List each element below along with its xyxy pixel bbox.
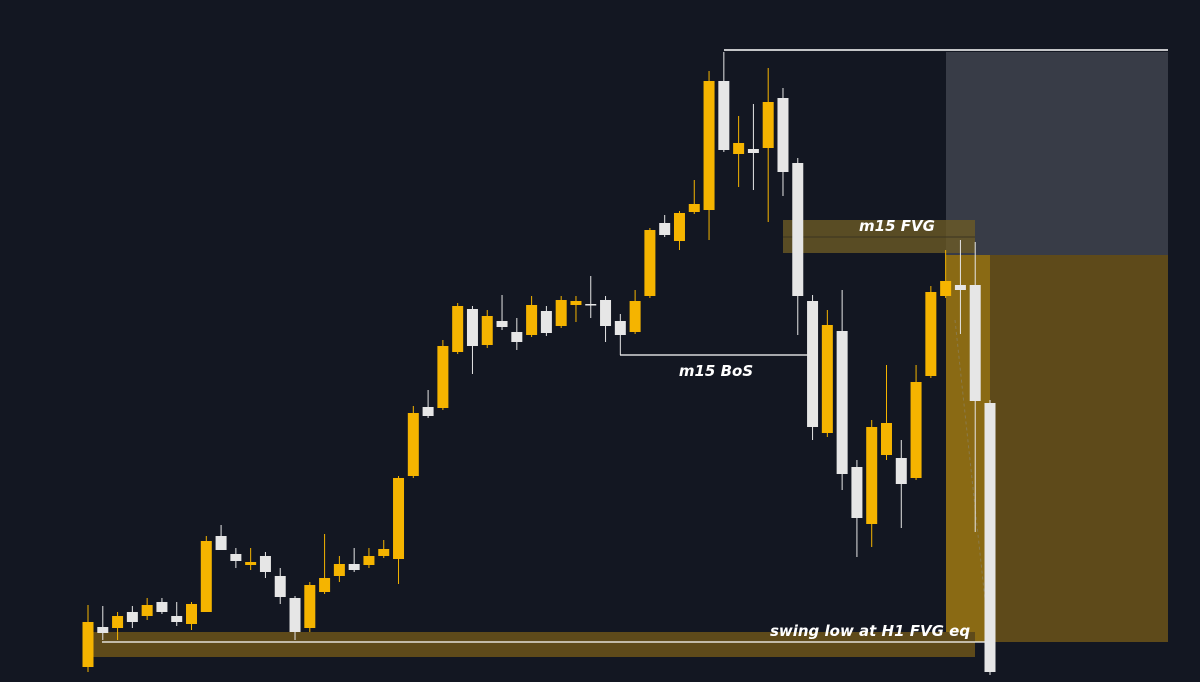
annotation: m15 BoS (679, 362, 753, 380)
candle-body (555, 300, 567, 326)
candle-body (496, 321, 508, 327)
candle-body (141, 605, 153, 616)
candle-body (585, 304, 597, 306)
candle-body (925, 292, 937, 376)
candle-body (688, 204, 700, 212)
candle-body (407, 413, 419, 476)
candle-body (762, 102, 774, 148)
candle-body (126, 612, 138, 622)
candle-body (718, 81, 730, 150)
candle-body (821, 325, 833, 433)
candle-body (245, 562, 257, 565)
candle-body (747, 149, 759, 153)
candle-body (378, 549, 390, 556)
candle-body (659, 223, 671, 235)
projection-line (954, 319, 986, 601)
candle-body (259, 556, 271, 572)
candle-body (422, 407, 434, 416)
candle-body (777, 98, 789, 172)
candle-body (673, 213, 685, 241)
candle-body (969, 285, 981, 401)
candle-body (984, 403, 996, 672)
premium-zone (946, 52, 1168, 255)
annotation: m15 FVG (859, 217, 935, 235)
candle-body (437, 346, 449, 408)
candle-body (186, 604, 198, 624)
candle-body (466, 309, 478, 346)
candle-body (910, 382, 922, 478)
candle-body (215, 536, 227, 550)
candle-body (836, 331, 848, 474)
candle-body (940, 281, 952, 296)
candle-body (200, 541, 212, 612)
candles (82, 52, 996, 675)
candle-body (895, 458, 907, 484)
candle-body (363, 556, 375, 565)
candle-body (954, 285, 966, 290)
candle-body (97, 627, 109, 633)
candle-body (274, 576, 286, 597)
swing-low-zone (88, 632, 975, 657)
candle-body (570, 301, 582, 305)
candle-body (511, 332, 523, 342)
candle-body (733, 143, 745, 154)
candle-body (289, 598, 301, 632)
candle-body (348, 564, 360, 570)
candle-body (807, 301, 819, 427)
candle-body (644, 230, 656, 296)
annotation: swing low at H1 FVG eq (770, 622, 970, 640)
candle-body (112, 616, 124, 628)
candle-body (614, 321, 626, 335)
candle-body (319, 578, 331, 592)
candle-body (304, 585, 316, 628)
candle-body (156, 602, 168, 612)
candle-body (481, 316, 493, 345)
candle-body (171, 616, 183, 622)
candle-body (452, 306, 464, 352)
candle-body (629, 301, 641, 332)
candle-body (866, 427, 878, 524)
candle-body (703, 81, 715, 210)
candle-body (540, 311, 552, 333)
candle-body (230, 554, 242, 561)
candle-body (526, 305, 538, 335)
h1-fvg-zone (990, 255, 1168, 642)
candle-body (393, 478, 405, 559)
candle-body (333, 564, 345, 576)
candle-body (82, 622, 94, 667)
candle-body (851, 467, 863, 518)
candle-body (880, 423, 892, 455)
candle-body (792, 163, 804, 296)
candle-body (600, 300, 612, 326)
